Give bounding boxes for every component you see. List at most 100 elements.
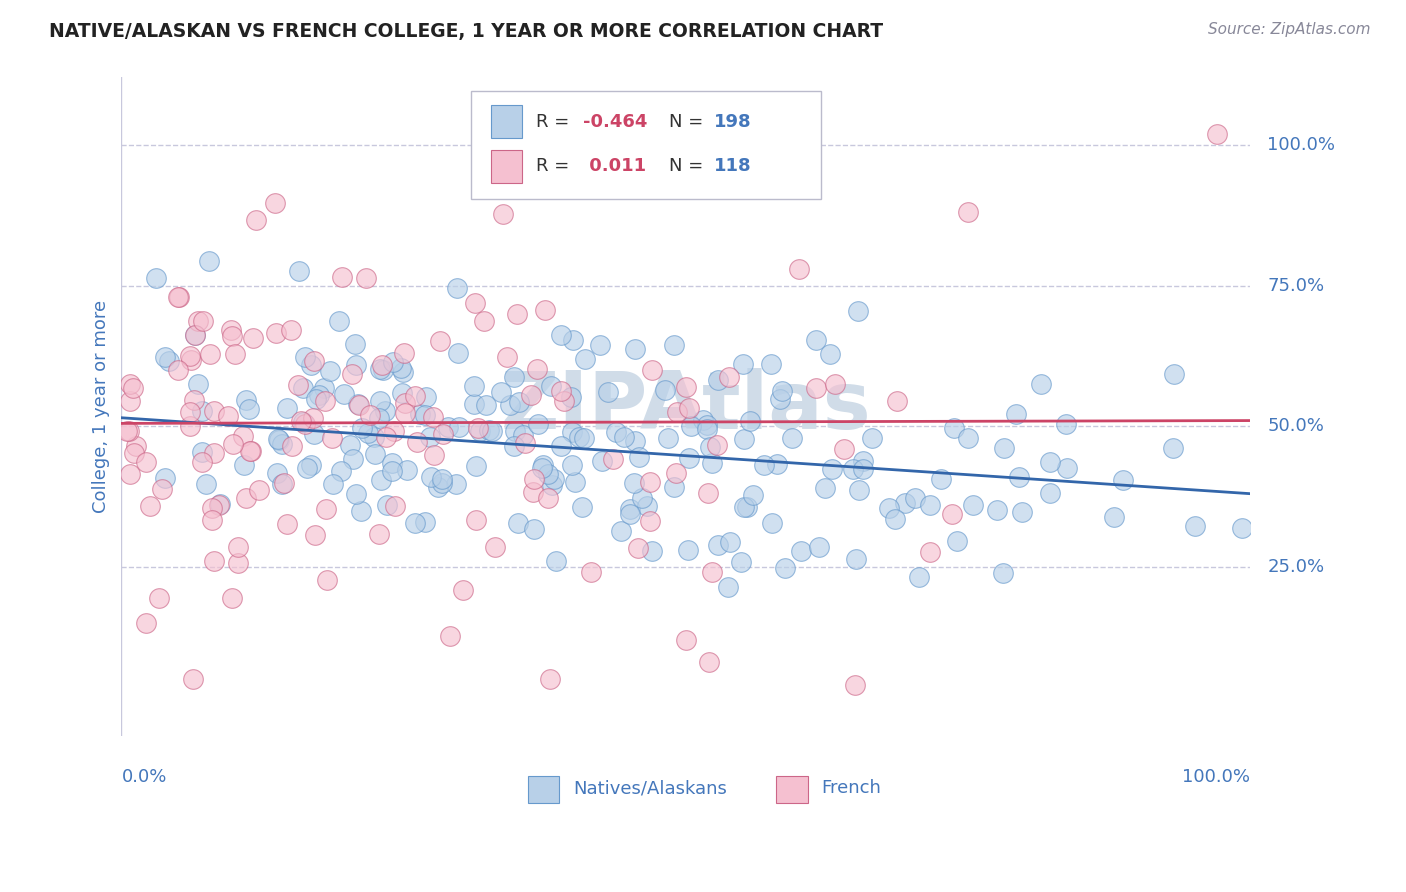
Text: N =: N = [669, 112, 709, 130]
Point [544, 554, 567, 568]
Point [770, 384, 793, 398]
Point [157, 353, 180, 368]
Point [363, 430, 385, 444]
Point [596, 385, 619, 400]
Text: 198: 198 [714, 112, 752, 130]
Point [1039, 455, 1062, 469]
Point [187, 314, 209, 328]
Point [270, 437, 292, 451]
Point [929, 472, 952, 486]
Point [292, 416, 315, 430]
Point [1163, 368, 1185, 382]
Point [316, 573, 339, 587]
Point [957, 431, 980, 445]
Point [787, 261, 810, 276]
Point [1029, 376, 1052, 391]
Point [541, 477, 564, 491]
Point [319, 364, 342, 378]
Point [304, 392, 326, 407]
Point [118, 467, 141, 482]
Point [347, 398, 370, 412]
Point [920, 545, 942, 559]
Point [179, 418, 201, 433]
Point [846, 304, 869, 318]
Point [420, 470, 443, 484]
Point [842, 462, 865, 476]
Point [394, 396, 416, 410]
Point [370, 473, 392, 487]
Point [339, 438, 361, 452]
Point [681, 418, 703, 433]
Point [561, 425, 583, 440]
Text: 100.0%: 100.0% [1182, 769, 1250, 787]
Point [503, 370, 526, 384]
Point [706, 438, 728, 452]
Point [665, 466, 688, 480]
Point [886, 394, 908, 409]
Point [344, 487, 367, 501]
Point [717, 580, 740, 594]
Point [221, 328, 243, 343]
Point [1054, 417, 1077, 431]
Point [288, 264, 311, 278]
Point [696, 418, 718, 433]
Point [465, 458, 488, 473]
Point [167, 291, 190, 305]
Point [181, 672, 204, 686]
Point [636, 500, 658, 514]
Point [692, 413, 714, 427]
Point [245, 213, 267, 227]
Point [491, 384, 513, 399]
Point [280, 323, 302, 337]
Point [468, 424, 491, 438]
Point [391, 386, 413, 401]
Point [294, 417, 316, 431]
Point [591, 454, 613, 468]
Point [409, 407, 432, 421]
Point [543, 472, 565, 486]
Point [264, 195, 287, 210]
Point [118, 424, 141, 438]
Point [342, 452, 364, 467]
Point [752, 458, 775, 473]
Point [200, 346, 222, 360]
Point [238, 401, 260, 416]
Point [394, 407, 416, 421]
Point [191, 444, 214, 458]
Point [266, 467, 288, 481]
Text: 0.011: 0.011 [583, 157, 647, 176]
Point [484, 540, 506, 554]
Point [761, 516, 783, 531]
Point [423, 448, 446, 462]
Point [281, 439, 304, 453]
Point [328, 314, 350, 328]
Point [415, 390, 437, 404]
Point [332, 269, 354, 284]
Point [166, 290, 188, 304]
Point [308, 388, 330, 402]
Point [413, 408, 436, 422]
Point [531, 461, 554, 475]
Point [697, 656, 720, 670]
Point [550, 328, 572, 343]
Text: R =: R = [536, 157, 575, 176]
Point [941, 507, 963, 521]
Point [523, 472, 546, 486]
Point [382, 424, 405, 438]
Point [496, 350, 519, 364]
Point [148, 591, 170, 606]
Point [993, 441, 1015, 455]
Point [738, 414, 761, 428]
Point [920, 498, 942, 512]
Point [240, 443, 263, 458]
Point [662, 338, 685, 352]
Point [492, 207, 515, 221]
Point [662, 480, 685, 494]
Bar [491, 105, 522, 138]
Point [904, 491, 927, 505]
Point [432, 427, 454, 442]
Point [291, 381, 314, 395]
Point [121, 381, 143, 395]
Point [404, 388, 426, 402]
Point [368, 411, 391, 425]
